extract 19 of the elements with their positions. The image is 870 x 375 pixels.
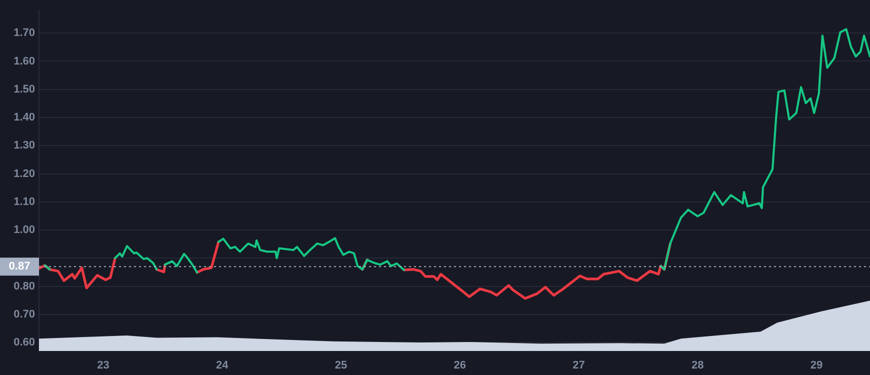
x-tick-label: 27 bbox=[572, 360, 585, 372]
ref-line-label: 0.87 bbox=[8, 260, 30, 273]
x-tick-label: 23 bbox=[97, 360, 110, 372]
y-tick-label: 1.00 bbox=[14, 224, 35, 236]
x-tick-label: 25 bbox=[334, 360, 348, 372]
y-tick-label: 1.20 bbox=[14, 168, 35, 180]
y-tick-label: 0.60 bbox=[14, 336, 35, 349]
y-tick-label: 0.80 bbox=[14, 280, 35, 292]
y-tick-label: 1.70 bbox=[14, 27, 35, 40]
y-tick-label: 1.40 bbox=[14, 112, 35, 124]
y-tick-label: 1.50 bbox=[14, 83, 35, 96]
y-tick-label: 0.70 bbox=[14, 308, 35, 320]
y-tick-label: 1.60 bbox=[14, 55, 35, 68]
x-tick-label: 24 bbox=[216, 360, 230, 372]
x-tick-label: 28 bbox=[691, 360, 704, 372]
x-tick-label: 26 bbox=[454, 360, 466, 372]
y-tick-label: 1.10 bbox=[14, 196, 35, 208]
x-tick-label: 29 bbox=[810, 360, 823, 372]
y-tick-label: 1.30 bbox=[14, 140, 35, 152]
